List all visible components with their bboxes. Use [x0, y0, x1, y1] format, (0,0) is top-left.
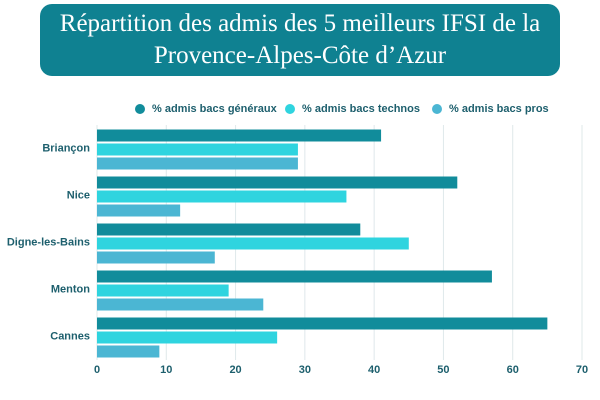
- bar: [97, 176, 458, 189]
- bar: [97, 317, 548, 330]
- bar: [97, 190, 347, 203]
- legend-marker: [432, 104, 442, 114]
- chart-title: Répartition des admis des 5 meilleurs IF…: [40, 4, 560, 76]
- x-tick-label: 0: [94, 364, 100, 376]
- bar: [97, 345, 160, 358]
- legend-marker: [285, 104, 295, 114]
- x-tick-label: 20: [229, 364, 241, 376]
- legend-marker: [135, 104, 145, 114]
- x-tick-label: 50: [437, 364, 449, 376]
- y-tick-label: Nice: [67, 189, 90, 201]
- x-tick-label: 30: [299, 364, 311, 376]
- bar: [97, 284, 229, 297]
- bar: [97, 251, 215, 264]
- bar: [97, 331, 278, 344]
- bar: [97, 270, 492, 283]
- y-tick-label: Briançon: [42, 142, 90, 154]
- bar: [97, 237, 409, 250]
- bar: [97, 157, 298, 170]
- legend-label: % admis bacs pros: [449, 103, 549, 115]
- x-tick-label: 10: [160, 364, 172, 376]
- y-tick-label: Menton: [51, 283, 90, 295]
- y-tick-label: Digne-les-Bains: [7, 236, 90, 248]
- x-tick-label: 60: [507, 364, 519, 376]
- y-tick-label: Cannes: [50, 330, 90, 342]
- bar: [97, 143, 298, 156]
- bar: [97, 204, 181, 217]
- legend-label: % admis bacs généraux: [152, 103, 278, 115]
- legend-label: % admis bacs technos: [302, 103, 420, 115]
- x-tick-label: 40: [368, 364, 380, 376]
- bar: [97, 129, 382, 142]
- x-tick-label: 70: [576, 364, 588, 376]
- bar: [97, 298, 264, 311]
- bar: [97, 223, 361, 236]
